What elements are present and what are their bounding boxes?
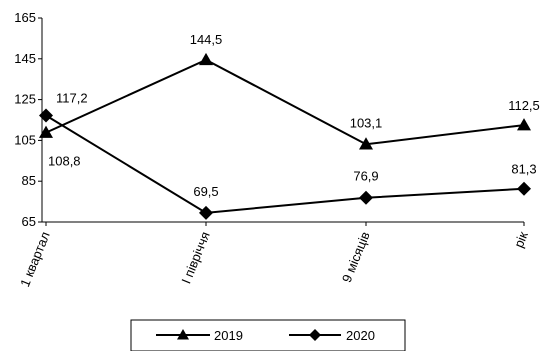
legend-marker-2020 xyxy=(309,329,321,341)
y-tick-label: 165 xyxy=(14,10,36,25)
y-tick-label: 105 xyxy=(14,132,36,147)
series-line-2020 xyxy=(45,114,525,214)
point-2019 xyxy=(39,125,53,138)
series-layer xyxy=(39,52,531,220)
point-2020 xyxy=(359,190,373,205)
data-label-2019: 103,1 xyxy=(350,115,383,130)
data-label-2020: 76,9 xyxy=(353,169,378,184)
data-label-2019: 112,5 xyxy=(508,98,540,113)
point-2019 xyxy=(199,52,213,66)
legend-label-2020: 2020 xyxy=(346,328,375,343)
point-2020 xyxy=(39,108,53,123)
data-label-2019: 144,5 xyxy=(190,32,223,47)
data-labels: 108,8 144,5 103,1 112,5 117,2 69,5 76,9 81,3 xyxy=(48,32,540,199)
y-tick-label: 85 xyxy=(22,173,36,188)
point-2019 xyxy=(517,118,531,131)
x-tick-label: 9 місяців xyxy=(339,229,373,284)
x-tick-label: 1 квартал xyxy=(17,230,53,289)
y-tick-label: 125 xyxy=(14,92,36,107)
axes: 65 85 105 125 145 165 1 квартал I півріччя 9 міс… xyxy=(14,10,531,289)
legend-marker-2019 xyxy=(177,329,189,340)
series-line-2019 xyxy=(45,58,525,146)
x-tick-label: I півріччя xyxy=(178,230,212,286)
y-tick-label: 145 xyxy=(14,51,36,66)
point-2020 xyxy=(199,205,213,220)
x-tick-label: рік xyxy=(511,229,531,250)
data-label-2019: 108,8 xyxy=(48,154,81,169)
legend-label-2019: 2019 xyxy=(214,328,243,343)
legend: 2019 2020 xyxy=(130,319,406,352)
y-tick-label: 65 xyxy=(22,214,36,229)
data-label-2020: 69,5 xyxy=(193,184,218,199)
point-2019 xyxy=(359,137,373,150)
data-label-2020: 117,2 xyxy=(56,91,88,106)
point-2020 xyxy=(517,181,531,196)
data-label-2020: 81,3 xyxy=(511,162,536,177)
